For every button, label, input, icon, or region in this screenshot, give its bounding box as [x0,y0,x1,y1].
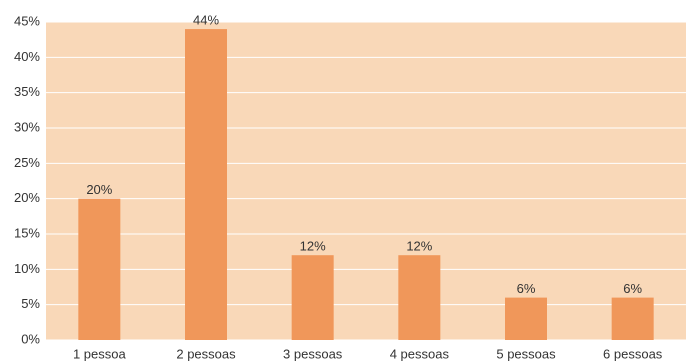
y-tick-label: 25% [14,155,40,170]
value-label: 6% [517,281,536,296]
value-label: 20% [86,182,112,197]
bar [185,29,227,341]
plot-background [46,22,686,340]
y-tick-label: 40% [14,49,40,64]
x-tick-label: 2 pessoas [176,346,236,361]
bar [611,297,654,340]
x-tick-label: 3 pessoas [283,346,343,361]
value-label: 44% [193,13,219,28]
value-label: 6% [623,281,642,296]
y-tick-label: 0% [21,331,40,346]
y-tick-label: 30% [14,119,40,134]
value-label: 12% [300,239,326,254]
y-tick-label: 15% [14,225,40,240]
y-tick-label: 20% [14,190,40,205]
x-tick-label: 6 pessoas [603,346,663,361]
bar [398,255,441,340]
bar [291,255,334,340]
bar [505,297,547,340]
bar [78,198,121,340]
x-tick-label: 5 pessoas [496,346,556,361]
y-tick-label: 10% [14,261,40,276]
value-label: 12% [406,239,432,254]
y-tick-label: 45% [14,13,40,28]
x-tick-label: 1 pessoa [73,346,127,361]
y-tick-label: 5% [21,296,40,311]
x-tick-label: 4 pessoas [390,346,450,361]
y-tick-label: 35% [14,84,40,99]
